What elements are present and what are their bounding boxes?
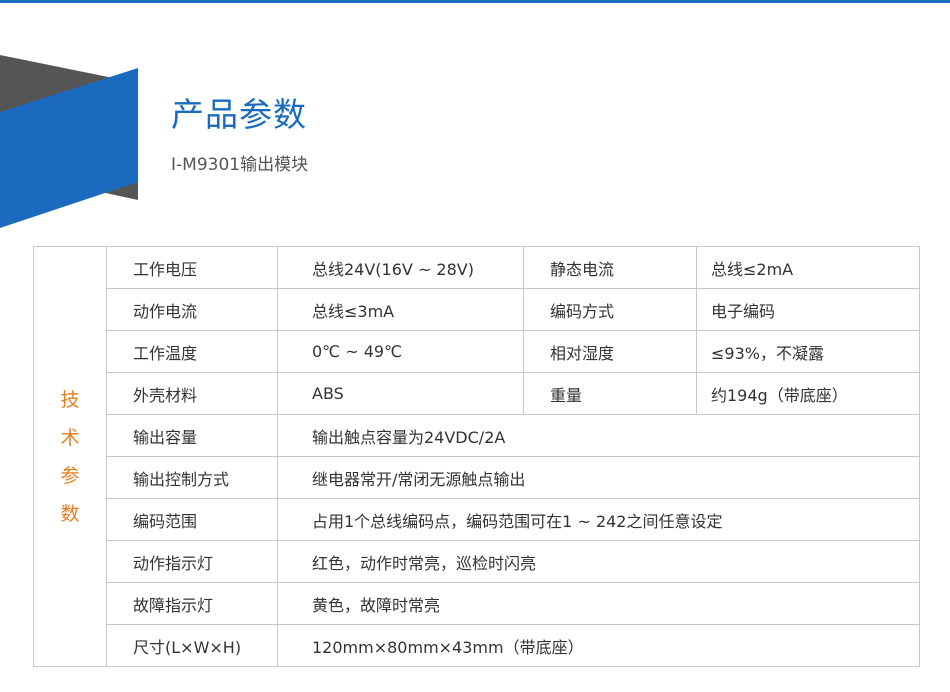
- spec-value: 120mm×80mm×43mm（带底座）: [277, 624, 920, 667]
- table-row: 动作指示灯 红色，动作时常亮，巡检时闪亮: [34, 540, 920, 583]
- table-row: 输出控制方式 继电器常开/常闭无源触点输出: [34, 456, 920, 499]
- spec-value: ABS: [277, 372, 524, 415]
- product-model: I-M9301输出模块: [171, 155, 309, 175]
- table-row: 技术参数工作电压 总线24V(16V ~ 28V) 静态电流 总线≤2mA: [33, 246, 920, 667]
- table-row: 故障指示灯 黄色，故障时常亮: [34, 582, 920, 625]
- spec-key: 外壳材料: [106, 372, 278, 415]
- spec-key: 工作电压: [106, 246, 278, 289]
- spec-key: 相对湿度: [523, 330, 697, 373]
- spec-value: 红色，动作时常亮，巡检时闪亮: [277, 540, 920, 583]
- spec-key: 尺寸(L×W×H): [106, 624, 278, 667]
- table-row: 外壳材料 ABS 重量 约194g（带底座）: [34, 372, 920, 415]
- blue-shape: [0, 68, 138, 228]
- spec-key: 重量: [523, 372, 697, 415]
- decorative-banner-shape: [0, 55, 138, 228]
- section-label-char: 参: [60, 464, 80, 487]
- top-accent-bar: [0, 0, 950, 3]
- spec-key: 输出控制方式: [106, 456, 278, 499]
- spec-value: 继电器常开/常闭无源触点输出: [277, 456, 920, 499]
- section-label: 技术参数: [33, 246, 107, 667]
- table-row: 编码范围 占用1个总线编码点，编码范围可在1 ~ 242之间任意设定: [34, 498, 920, 541]
- spec-table: 技术参数工作电压 总线24V(16V ~ 28V) 静态电流 总线≤2mA 动作电流 总线…: [33, 246, 920, 667]
- spec-key: 工作温度: [106, 330, 278, 373]
- spec-key: 编码方式: [523, 288, 697, 331]
- spec-value: 占用1个总线编码点，编码范围可在1 ~ 242之间任意设定: [277, 498, 920, 541]
- spec-value: 总线≤3mA: [277, 288, 524, 331]
- spec-key: 动作电流: [106, 288, 278, 331]
- spec-value: 约194g（带底座）: [696, 372, 920, 415]
- table-row: 动作电流 总线≤3mA 编码方式 电子编码: [34, 288, 920, 331]
- spec-key: 编码范围: [106, 498, 278, 541]
- spec-value: ≤93%，不凝露: [696, 330, 920, 373]
- spec-value: 0℃ ~ 49℃: [277, 330, 524, 373]
- spec-value: 总线≤2mA: [696, 246, 920, 289]
- spec-value: 电子编码: [696, 288, 920, 331]
- table-row: 输出容量 输出触点容量为24VDC/2A: [34, 414, 920, 457]
- page-title: 产品参数: [171, 95, 307, 134]
- spec-key: 静态电流: [523, 246, 697, 289]
- table-row: 尺寸(L×W×H) 120mm×80mm×43mm（带底座）: [34, 624, 920, 667]
- section-label-char: 数: [60, 502, 80, 525]
- spec-key: 输出容量: [106, 414, 278, 457]
- table-row: 工作温度 0℃ ~ 49℃ 相对湿度 ≤93%，不凝露: [34, 330, 920, 373]
- spec-value: 总线24V(16V ~ 28V): [277, 246, 524, 289]
- spec-key: 动作指示灯: [106, 540, 278, 583]
- section-label-char: 技: [60, 388, 80, 411]
- spec-key: 故障指示灯: [106, 582, 278, 625]
- section-label-char: 术: [60, 426, 80, 449]
- spec-value: 输出触点容量为24VDC/2A: [277, 414, 920, 457]
- spec-value: 黄色，故障时常亮: [277, 582, 920, 625]
